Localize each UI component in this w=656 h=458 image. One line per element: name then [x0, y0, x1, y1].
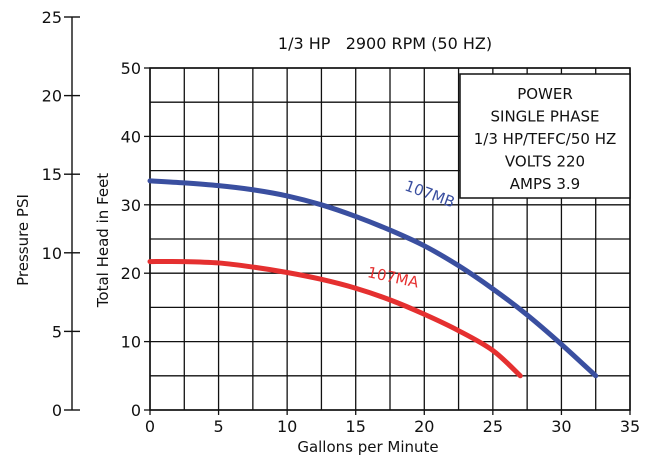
series-line: [147, 258, 523, 379]
series-label: 107MB: [402, 177, 457, 212]
x-tick-label: 5: [213, 417, 223, 436]
series-label: 107MA: [366, 263, 421, 292]
info-box-line: VOLTS 220: [505, 153, 585, 171]
y-tick-label: 10: [121, 333, 141, 352]
y2-tick-label: 15: [42, 165, 62, 184]
y-axis-title: Total Head in Feet: [94, 173, 112, 308]
x-tick-label: 20: [414, 417, 434, 436]
y-tick-label: 0: [131, 401, 141, 420]
y2-axis-title: Pressure PSI: [14, 194, 32, 286]
y2-tick-label: 0: [52, 401, 62, 420]
y2-tick-label: 10: [42, 244, 62, 263]
info-box: POWER SINGLE PHASE 1/3 HP/TEFC/50 HZ VOLTS …: [459, 73, 631, 199]
plot-frame: [149, 67, 631, 411]
y-tick-label: 40: [121, 127, 141, 146]
y2-tick-label: 25: [42, 8, 62, 27]
x-tick-label: 25: [483, 417, 503, 436]
info-box-line: POWER: [517, 85, 573, 103]
y-tick-label: 50: [121, 59, 141, 78]
x-tick-label: 15: [346, 417, 366, 436]
y-tick-label: 20: [121, 264, 141, 283]
x-axis-title: Gallons per Minute: [297, 438, 438, 456]
x-tick-label: 35: [620, 417, 640, 436]
y-tick-label: 30: [121, 196, 141, 215]
series: 107MB 107MA: [147, 177, 599, 379]
chart-title: 1/3 HP 2900 RPM (50 HZ): [278, 34, 492, 53]
y2-tick-label: 20: [42, 87, 62, 106]
x-tick-label: 30: [551, 417, 571, 436]
x-tick-label: 10: [277, 417, 297, 436]
info-box-line: AMPS 3.9: [510, 175, 580, 193]
x-tick-label: 0: [145, 417, 155, 436]
tick-labels: 0 5 10 15 20 25 30 35 0 10 20 30 40 50 0 5 10 15 20 25: [42, 8, 641, 436]
info-box-line: 1/3 HP/TEFC/50 HZ: [474, 130, 617, 148]
info-box-frame: [459, 73, 631, 199]
series-line: [147, 178, 599, 379]
info-box-line: SINGLE PHASE: [491, 108, 600, 126]
axes: [64, 16, 631, 415]
y2-tick-label: 5: [52, 322, 62, 341]
